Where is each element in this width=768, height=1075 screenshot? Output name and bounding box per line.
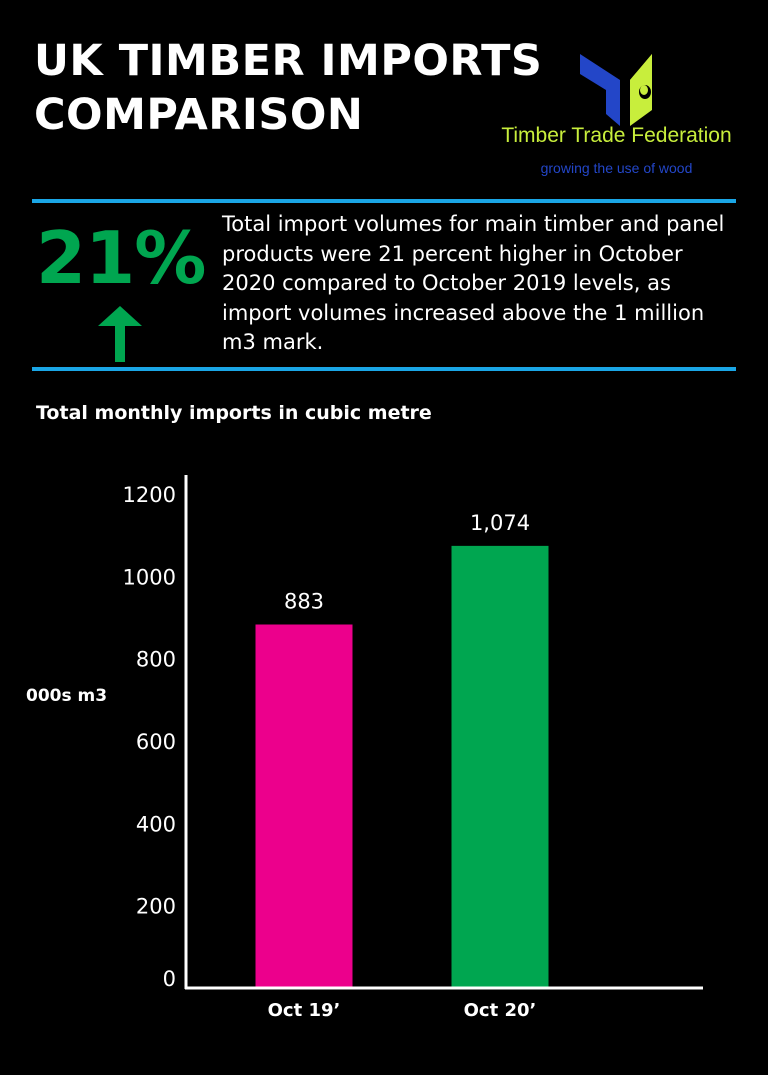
divider-top	[32, 199, 736, 203]
bar-value-label: 1,074	[470, 511, 530, 535]
arrow-up-icon	[98, 306, 142, 362]
y-tick-label: 400	[136, 812, 176, 836]
y-tick-label: 800	[136, 648, 176, 672]
y-tick-label: 200	[136, 895, 176, 919]
y-tick-label: 600	[136, 730, 176, 754]
y-tick-label: 0	[163, 967, 176, 991]
chart-title: Total monthly imports in cubic metre	[36, 402, 432, 424]
y-tick-label: 1000	[123, 565, 176, 589]
y-tick-label: 1200	[123, 483, 176, 507]
y-axis-label: 000s m3	[26, 686, 108, 706]
highlight-description: Total import volumes for main timber and…	[222, 212, 725, 354]
bar-2	[451, 545, 549, 988]
x-tick-label: Oct 19’	[268, 1000, 341, 1021]
percent-change: 21%	[36, 216, 206, 300]
ttf-logo: Timber Trade Federation growing the use …	[494, 50, 744, 180]
divider-bottom	[32, 367, 736, 371]
x-tick-label: Oct 20’	[464, 1000, 537, 1021]
logo-name: Timber Trade Federation	[501, 124, 732, 147]
logo-mark-icon	[580, 54, 652, 126]
bar-value-label: 883	[284, 589, 324, 613]
title-line-2: COMPARISON	[34, 90, 364, 140]
page-title: UK TIMBER IMPORTS COMPARISON	[34, 34, 542, 142]
title-line-1: UK TIMBER IMPORTS	[34, 36, 543, 86]
logo-tagline: growing the use of wood	[540, 160, 693, 176]
bar-1	[255, 624, 353, 988]
